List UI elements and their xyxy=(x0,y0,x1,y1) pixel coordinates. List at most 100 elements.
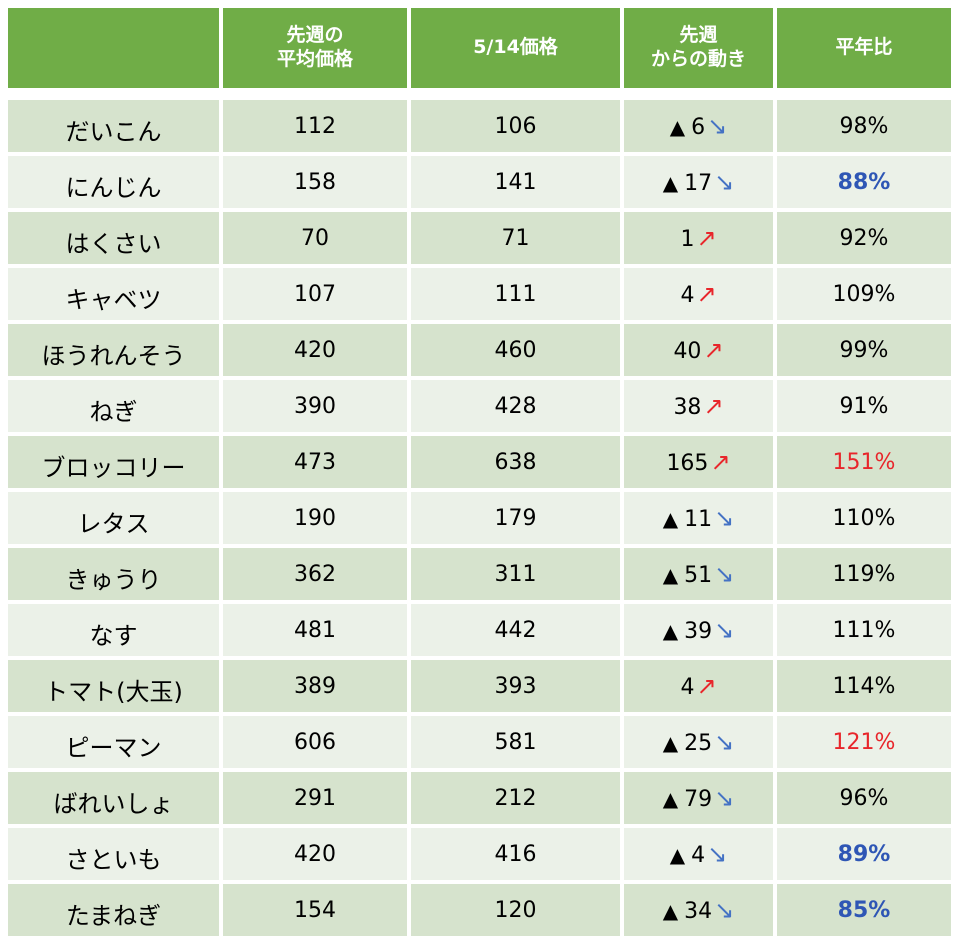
last-week-price: 473 xyxy=(223,436,407,488)
table-body: だいこん 112 106 ▲ 6↘ 98% にんじん 158 141 ▲ 17↘ 88% はくさい 70 7… xyxy=(8,100,951,936)
header-change-line1: 先週 xyxy=(679,24,718,47)
decrease-triangle-icon: ▲ xyxy=(662,731,679,755)
decrease-triangle-icon: ▲ xyxy=(662,171,679,195)
decrease-triangle-icon: ▲ xyxy=(669,115,686,139)
header-change: 先週 からの動き xyxy=(624,8,773,88)
current-price: 428 xyxy=(411,380,620,432)
price-change: ▲ 51↘ xyxy=(624,548,773,600)
arrow-down-right-icon: ↘ xyxy=(714,504,735,532)
vegetable-name: ばれいしょ xyxy=(8,772,219,824)
current-price: 141 xyxy=(411,156,620,208)
vegetable-name: ねぎ xyxy=(8,380,219,432)
table-row: ねぎ 390 428 38↗ 91% xyxy=(8,380,951,432)
year-ratio-value: 151% xyxy=(832,449,896,475)
change-value: 38 xyxy=(673,395,702,420)
table-row: だいこん 112 106 ▲ 6↘ 98% xyxy=(8,100,951,152)
year-ratio-value: 88% xyxy=(837,169,891,195)
change-value: 34 xyxy=(684,899,713,924)
arrow-down-right-icon: ↘ xyxy=(714,560,735,588)
table-row: にんじん 158 141 ▲ 17↘ 88% xyxy=(8,156,951,208)
year-ratio: 85% xyxy=(777,884,951,936)
arrow-down-right-icon: ↘ xyxy=(714,728,735,756)
year-ratio: 99% xyxy=(777,324,951,376)
vegetable-name: さといも xyxy=(8,828,219,880)
year-ratio: 92% xyxy=(777,212,951,264)
last-week-price: 420 xyxy=(223,828,407,880)
year-ratio-value: 96% xyxy=(839,785,889,811)
arrow-down-right-icon: ↘ xyxy=(714,896,735,924)
header-change-line2: からの動き xyxy=(650,48,746,70)
price-change: ▲ 39↘ xyxy=(624,604,773,656)
price-change: ▲ 6↘ xyxy=(624,100,773,152)
current-price: 581 xyxy=(411,716,620,768)
year-ratio: 111% xyxy=(777,604,951,656)
vegetable-name: キャベツ xyxy=(8,268,219,320)
price-table-container: 先週の 平均価格 5/14価格 先週 からの動き 平年比 だいこん 112 106 ▲… xyxy=(8,8,951,936)
arrow-down-right-icon: ↘ xyxy=(707,840,728,868)
table-row: ほうれんそう 420 460 40↗ 99% xyxy=(8,324,951,376)
table-row: ピーマン 606 581 ▲ 25↘ 121% xyxy=(8,716,951,768)
table-row: ブロッコリー 473 638 165↗ 151% xyxy=(8,436,951,488)
current-price: 120 xyxy=(411,884,620,936)
last-week-price: 481 xyxy=(223,604,407,656)
decrease-triangle-icon: ▲ xyxy=(669,843,686,867)
arrow-up-right-icon: ↗ xyxy=(696,672,717,700)
decrease-triangle-icon: ▲ xyxy=(662,899,679,923)
header-gap xyxy=(8,92,951,96)
change-value: 39 xyxy=(684,619,713,644)
vegetable-name: はくさい xyxy=(8,212,219,264)
year-ratio: 96% xyxy=(777,772,951,824)
arrow-up-right-icon: ↗ xyxy=(696,280,717,308)
last-week-price: 107 xyxy=(223,268,407,320)
header-last-week-price: 先週の 平均価格 xyxy=(223,8,407,88)
decrease-triangle-icon: ▲ xyxy=(662,563,679,587)
year-ratio: 98% xyxy=(777,100,951,152)
table-row: たまねぎ 154 120 ▲ 34↘ 85% xyxy=(8,884,951,936)
year-ratio-value: 109% xyxy=(832,281,896,307)
last-week-price: 70 xyxy=(223,212,407,264)
arrow-up-right-icon: ↗ xyxy=(703,392,724,420)
last-week-price: 362 xyxy=(223,548,407,600)
price-change: ▲ 34↘ xyxy=(624,884,773,936)
year-ratio-value: 85% xyxy=(837,897,891,923)
header-item xyxy=(8,8,219,88)
price-change: 165↗ xyxy=(624,436,773,488)
last-week-price: 190 xyxy=(223,492,407,544)
arrow-down-right-icon: ↘ xyxy=(714,784,735,812)
table-row: レタス 190 179 ▲ 11↘ 110% xyxy=(8,492,951,544)
header-last-week-line1: 先週の xyxy=(286,24,344,47)
year-ratio-value: 110% xyxy=(832,505,896,531)
last-week-price: 291 xyxy=(223,772,407,824)
vegetable-name: きゅうり xyxy=(8,548,219,600)
year-ratio-value: 114% xyxy=(832,673,896,699)
price-change: ▲ 11↘ xyxy=(624,492,773,544)
price-change: 1↗ xyxy=(624,212,773,264)
last-week-price: 606 xyxy=(223,716,407,768)
year-ratio-value: 91% xyxy=(839,393,889,419)
change-value: 4 xyxy=(680,283,695,308)
price-change: ▲ 79↘ xyxy=(624,772,773,824)
year-ratio-value: 98% xyxy=(839,113,889,139)
year-ratio: 114% xyxy=(777,660,951,712)
vegetable-name: ほうれんそう xyxy=(8,324,219,376)
vegetable-price-table: 先週の 平均価格 5/14価格 先週 からの動き 平年比 だいこん 112 106 ▲… xyxy=(4,4,955,940)
year-ratio: 109% xyxy=(777,268,951,320)
year-ratio: 121% xyxy=(777,716,951,768)
change-value: 51 xyxy=(684,563,713,588)
decrease-triangle-icon: ▲ xyxy=(662,619,679,643)
current-price: 106 xyxy=(411,100,620,152)
arrow-up-right-icon: ↗ xyxy=(710,448,731,476)
year-ratio-value: 111% xyxy=(832,617,896,643)
current-price: 442 xyxy=(411,604,620,656)
arrow-down-right-icon: ↘ xyxy=(714,168,735,196)
arrow-up-right-icon: ↗ xyxy=(703,336,724,364)
year-ratio-value: 121% xyxy=(832,729,896,755)
price-change: ▲ 17↘ xyxy=(624,156,773,208)
year-ratio: 88% xyxy=(777,156,951,208)
arrow-down-right-icon: ↘ xyxy=(714,616,735,644)
current-price: 311 xyxy=(411,548,620,600)
year-ratio: 89% xyxy=(777,828,951,880)
table-row: はくさい 70 71 1↗ 92% xyxy=(8,212,951,264)
change-value: 4 xyxy=(680,675,695,700)
price-change: 38↗ xyxy=(624,380,773,432)
